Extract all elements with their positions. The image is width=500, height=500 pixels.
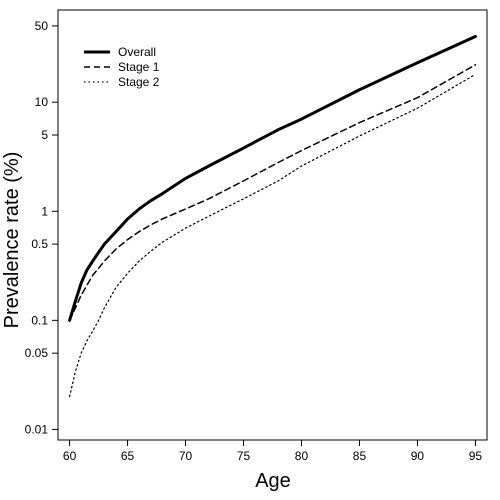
series-lines	[68, 35, 477, 398]
legend-label-stage-2: Stage 2	[118, 75, 160, 89]
y-tick-label: 0.01	[25, 422, 49, 436]
series-line-overall	[68, 35, 477, 322]
x-axis: 60 65 70 75 80 85 90 95	[63, 440, 482, 463]
plot-area-border	[57, 9, 488, 441]
x-tick-label: 75	[237, 449, 251, 463]
y-tick-label: 0.5	[31, 237, 48, 251]
series-line-stage-2	[68, 73, 477, 398]
x-tick-label: 65	[121, 449, 135, 463]
y-tick-label: 50	[35, 19, 49, 33]
x-tick-label: 60	[63, 449, 77, 463]
y-tick-label: 1	[41, 204, 48, 218]
y-axis-title: Prevalence rate (%)	[1, 152, 23, 329]
y-axis: 0.01 0.05 0.1 0.5 1 5 10 50	[25, 19, 58, 436]
y-tick-label: 0.05	[25, 346, 49, 360]
x-tick-label: 95	[469, 449, 483, 463]
x-tick-label: 85	[353, 449, 367, 463]
y-tick-label: 10	[35, 95, 49, 109]
x-tick-label: 70	[179, 449, 193, 463]
plot-frame	[57, 9, 488, 441]
x-axis-title: Age	[255, 470, 291, 492]
series-line-stage-1	[68, 64, 477, 322]
y-tick-label: 0.1	[31, 313, 48, 327]
legend-label-overall: Overall	[118, 45, 156, 59]
legend-label-stage-1: Stage 1	[118, 60, 160, 74]
y-tick-label: 5	[41, 128, 48, 142]
x-tick-label: 90	[411, 449, 425, 463]
x-tick-label: 80	[295, 449, 309, 463]
